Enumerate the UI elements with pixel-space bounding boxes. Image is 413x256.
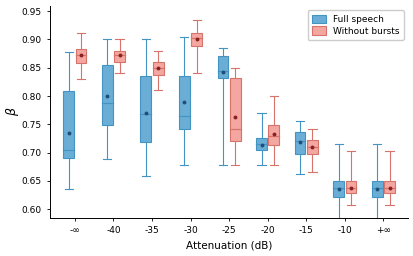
Bar bbox=[63, 91, 74, 158]
Legend: Full speech, Without bursts: Full speech, Without bursts bbox=[307, 10, 403, 40]
Bar bbox=[102, 65, 112, 125]
Bar bbox=[152, 62, 163, 74]
Bar bbox=[229, 78, 240, 141]
Bar bbox=[191, 33, 202, 46]
X-axis label: Attenuation (dB): Attenuation (dB) bbox=[185, 240, 272, 250]
Bar bbox=[114, 51, 125, 62]
Bar bbox=[371, 181, 382, 197]
Bar bbox=[217, 56, 228, 78]
Y-axis label: β: β bbox=[5, 108, 19, 115]
Bar bbox=[256, 138, 266, 150]
Bar bbox=[268, 125, 279, 145]
Bar bbox=[76, 49, 86, 63]
Bar bbox=[383, 181, 394, 193]
Bar bbox=[178, 76, 189, 129]
Bar bbox=[332, 181, 343, 197]
Bar bbox=[306, 140, 317, 154]
Bar bbox=[294, 132, 305, 154]
Bar bbox=[345, 181, 356, 193]
Bar bbox=[140, 76, 151, 142]
